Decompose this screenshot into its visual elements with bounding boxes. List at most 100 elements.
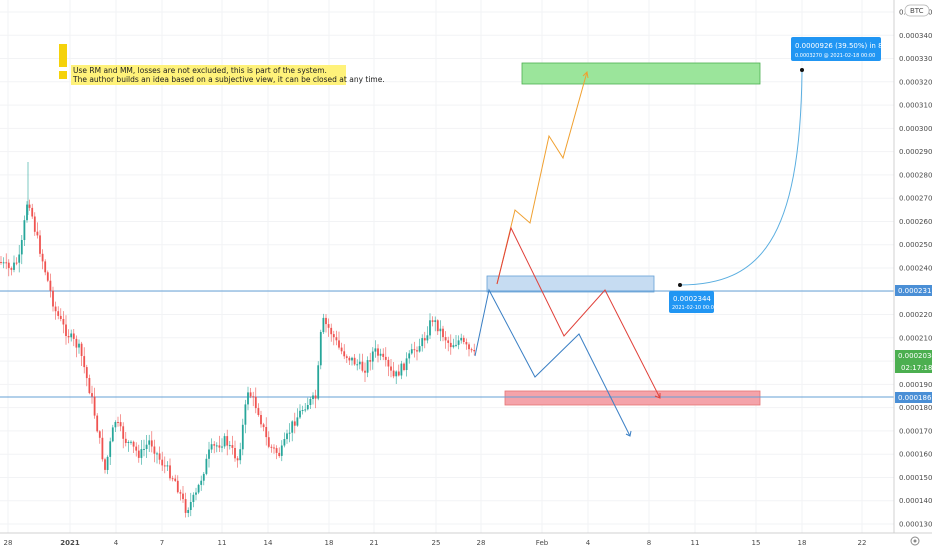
candle-body xyxy=(85,367,88,379)
candle-body xyxy=(234,448,236,459)
candle-body xyxy=(65,324,67,336)
candle-body xyxy=(247,392,249,405)
candle-body xyxy=(369,360,372,362)
candle-body xyxy=(163,465,166,467)
candle-body xyxy=(137,450,140,458)
candle-body xyxy=(364,370,366,373)
candle-body xyxy=(241,424,244,450)
resistance-zone-blue xyxy=(486,275,655,293)
projection-end-point[interactable] xyxy=(800,68,804,72)
candle-body xyxy=(93,396,96,416)
time-axis[interactable]: 28 2021 4 7 11 14 18 21 25 28 Feb 4 8 11 15 18 22 xyxy=(0,532,932,547)
candle-body xyxy=(13,262,15,270)
candle-body xyxy=(410,349,413,354)
note-exclamation-icon xyxy=(59,44,67,67)
candle-body xyxy=(39,235,41,254)
projection-end-label: 0.0000926 (39.50%) in 8d 0.0003270 @ 202… xyxy=(791,37,887,61)
candle-body xyxy=(15,262,18,264)
lower-level-price-label: 0.0001861 xyxy=(895,392,932,403)
projection-start-date: 2021-02-10 00:00 xyxy=(672,305,717,311)
candle-body xyxy=(262,424,265,428)
candle-body xyxy=(78,343,80,348)
candle-body xyxy=(366,360,369,373)
candle-body xyxy=(278,452,281,456)
upper-level-price-label: 0.0002317 xyxy=(895,285,932,296)
candle-body xyxy=(345,356,348,358)
candle-body xyxy=(249,392,252,397)
candle-body xyxy=(468,344,470,350)
candle-body xyxy=(351,357,353,361)
candle-body xyxy=(67,336,70,338)
candle-body xyxy=(41,253,44,262)
candle-body xyxy=(184,499,187,513)
candle-body xyxy=(455,344,457,346)
candle-body xyxy=(405,358,408,370)
candle-body xyxy=(390,366,392,371)
candle-body xyxy=(322,317,325,333)
candle-body xyxy=(31,207,34,217)
candle-body xyxy=(156,453,158,455)
time-tick-label: 8 xyxy=(647,539,651,547)
currency-badge-text: BTC xyxy=(910,7,924,15)
price-axis[interactable]: 0.00035000.00034000.00033000.00032000.00… xyxy=(893,0,932,533)
candle-body xyxy=(382,353,385,357)
time-tick-label: 4 xyxy=(114,539,119,547)
candle-body xyxy=(202,473,205,481)
candle-body xyxy=(114,422,117,428)
candle-body xyxy=(470,349,473,351)
candle-body xyxy=(314,395,317,399)
candle-body xyxy=(28,204,31,208)
candle-body xyxy=(62,319,65,325)
candle-body xyxy=(192,494,195,502)
candle-body xyxy=(356,364,359,366)
candle-body xyxy=(312,395,314,399)
candle-body xyxy=(135,446,138,451)
chart-settings-icon[interactable] xyxy=(910,536,920,546)
candle-body xyxy=(18,254,21,263)
candle-body xyxy=(426,335,429,341)
current-price-label: 0.0002034 02:17:18 xyxy=(895,350,932,373)
candle-body xyxy=(153,446,156,454)
candle-body xyxy=(423,338,426,341)
candle-body xyxy=(384,356,387,360)
candle-body xyxy=(101,437,104,460)
candle-body xyxy=(200,480,203,485)
candle-body xyxy=(174,478,177,481)
candle-body xyxy=(374,348,377,352)
candle-body xyxy=(403,363,405,370)
candle-body xyxy=(429,320,431,336)
candle-body xyxy=(36,231,39,236)
candle-body xyxy=(197,484,200,493)
candle-body xyxy=(325,317,327,325)
candle-body xyxy=(33,216,36,232)
candle-body xyxy=(54,306,57,312)
time-tick-label: 21 xyxy=(370,539,379,547)
projection-start-label: 0.0002344 2021-02-10 00:00 xyxy=(669,291,717,313)
candle-body xyxy=(431,320,434,322)
support-zone-red xyxy=(504,390,761,406)
candle-body xyxy=(338,340,340,348)
candle-body xyxy=(395,371,398,377)
candle-body xyxy=(96,415,99,432)
candle-body xyxy=(296,417,299,426)
candle-body xyxy=(260,415,262,425)
time-tick-label: 11 xyxy=(691,539,700,547)
candle-body xyxy=(122,426,125,439)
projection-start-point[interactable] xyxy=(678,283,682,287)
currency-badge[interactable]: BTC xyxy=(904,4,930,17)
red-arrow-head xyxy=(654,393,661,399)
candle-body xyxy=(434,320,437,322)
candle-body xyxy=(140,449,143,458)
time-tick-label: 7 xyxy=(160,539,164,547)
candle-body xyxy=(46,272,49,281)
candle-body xyxy=(171,478,174,480)
blue-arrow-head xyxy=(625,430,632,437)
candle-body xyxy=(195,492,197,495)
